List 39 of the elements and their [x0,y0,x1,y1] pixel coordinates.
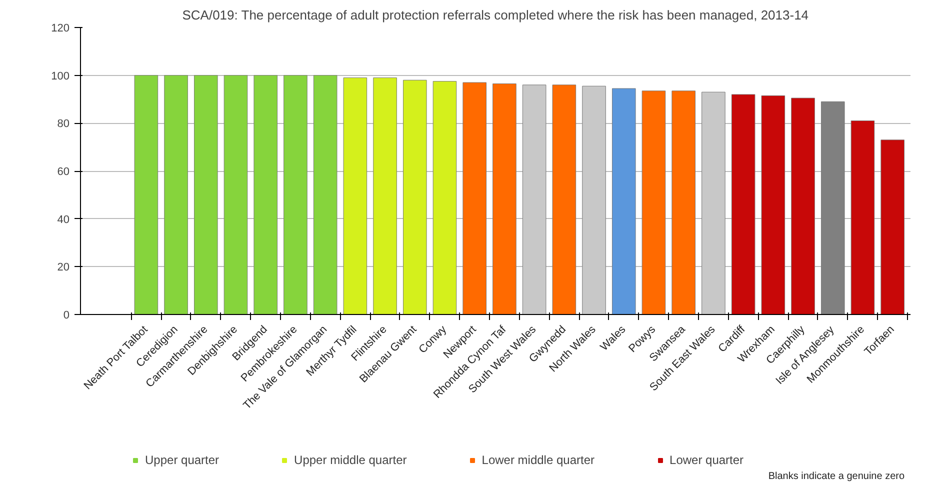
bar [254,75,278,314]
bar [313,75,338,314]
chart-title: SCA/019: The percentage of adult protection referrals completed where the risk has been managed, 2013-14 [182,8,809,22]
bar [164,75,188,314]
bar [194,75,218,314]
bar [522,84,546,314]
bar [343,77,368,314]
bar [552,84,576,314]
bar [731,94,756,314]
bar [432,81,457,314]
y-tick-label: 100 [51,70,70,82]
bar [820,101,845,314]
bar [702,92,726,314]
legend-label: Upper middle quarter [294,453,407,467]
y-tick-label: 60 [57,166,70,178]
y-tick-label: 20 [57,262,70,274]
bar [134,75,158,314]
y-tick-label: 40 [57,214,70,226]
bar [642,90,666,314]
bar [880,140,904,314]
bar [761,95,786,314]
bar [462,82,486,314]
text: Blanks indicate a genuine zero [768,470,905,482]
legend-label: Upper quarter [145,453,220,467]
bar [672,90,696,314]
bar [224,75,248,314]
bar [492,83,516,314]
bar [402,80,427,314]
legend-label: Lower middle quarter [482,453,595,467]
legend-label: Lower quarter [670,453,744,467]
bar [850,120,875,314]
bar [612,88,636,314]
y-tick-label: 80 [57,118,70,130]
bar [582,86,606,314]
bar [284,75,308,314]
bar [373,77,397,314]
bar [791,98,815,314]
y-tick-label: 120 [51,22,70,34]
y-tick-label: 0 [63,310,70,322]
